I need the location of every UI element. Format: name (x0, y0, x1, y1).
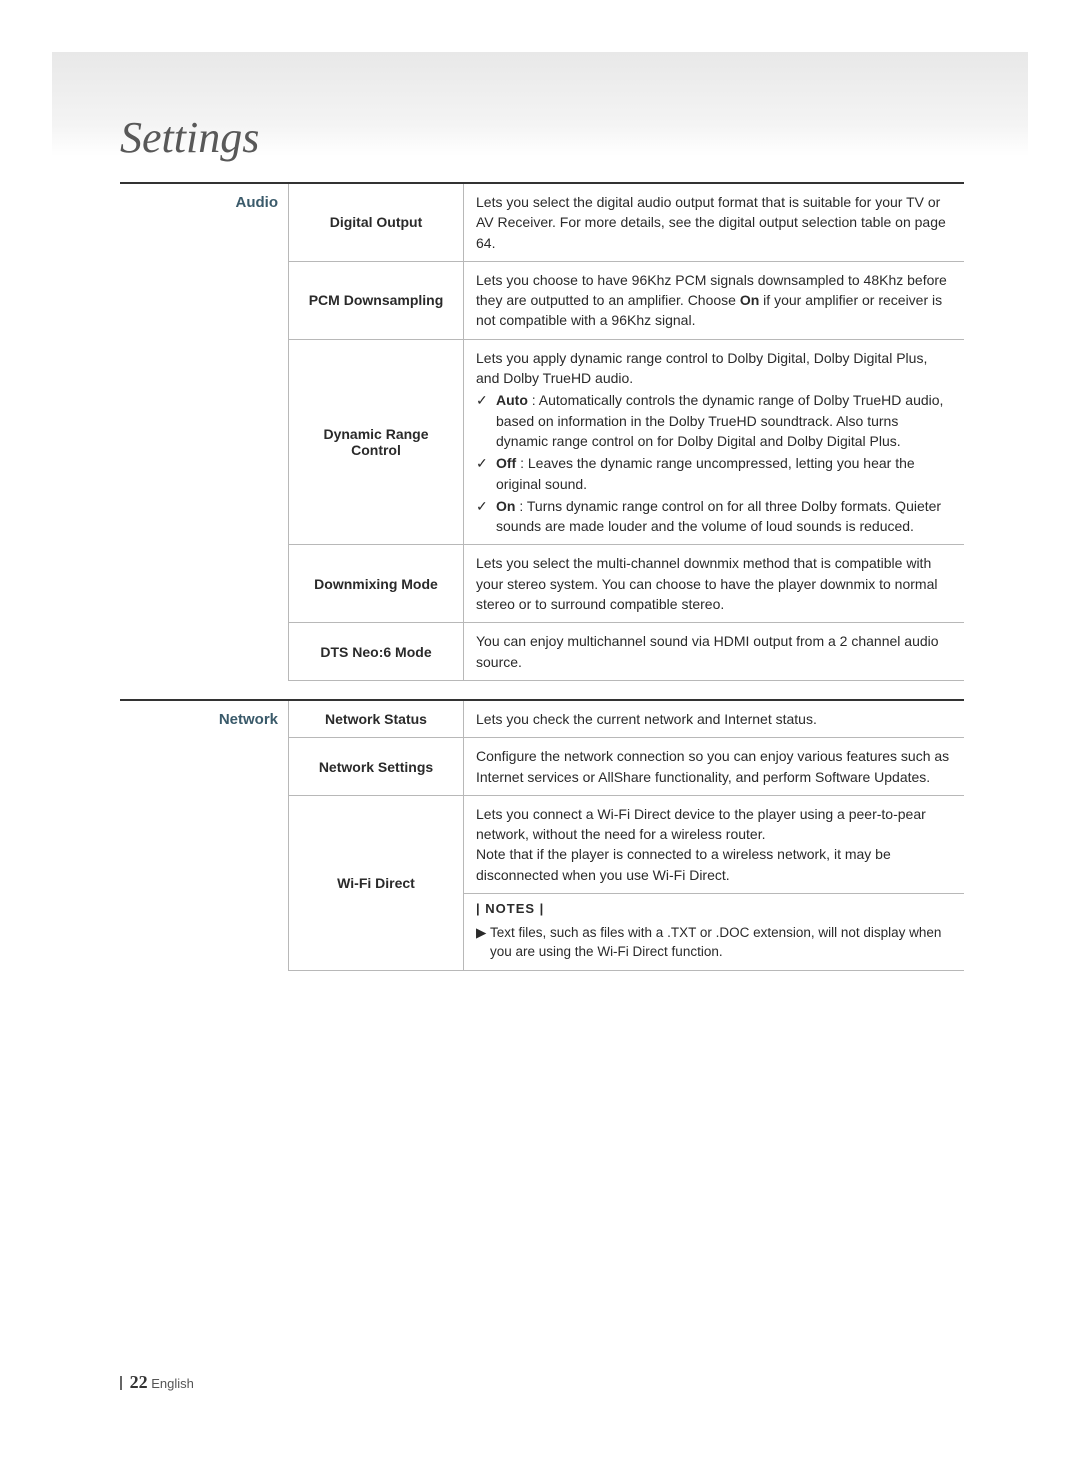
label-network-settings: Network Settings (289, 738, 464, 795)
note-text: Text files, such as files with a .TXT or… (490, 923, 952, 962)
label-downmix: Downmixing Mode (289, 545, 464, 622)
desc-pcm-downsampling: Lets you choose to have 96Khz PCM signal… (464, 262, 964, 339)
desc-dts-neo6: You can enjoy multichannel sound via HDM… (464, 623, 964, 680)
footer-bar-icon (120, 1376, 122, 1390)
footer-lang: English (151, 1376, 194, 1391)
category-network: Network (120, 701, 288, 971)
row-wifi-direct: Wi-Fi Direct Lets you connect a Wi-Fi Di… (289, 796, 964, 971)
drc-off-label: Off (496, 455, 516, 471)
check-icon: ✓ (476, 496, 492, 537)
wifi-direct-text: Lets you connect a Wi-Fi Direct device t… (476, 804, 952, 885)
desc-drc: Lets you apply dynamic range control to … (464, 340, 964, 545)
check-icon: ✓ (476, 453, 492, 494)
desc-network-status: Lets you check the current network and I… (464, 701, 964, 737)
page-number: 22 (130, 1372, 148, 1392)
desc-wifi-direct: Lets you connect a Wi-Fi Direct device t… (464, 796, 964, 970)
label-dts-neo6: DTS Neo:6 Mode (289, 623, 464, 680)
label-drc: Dynamic Range Control (289, 340, 464, 545)
row-network-settings: Network Settings Configure the network c… (289, 738, 964, 796)
drc-off-text: : Leaves the dynamic range uncompressed,… (496, 455, 915, 491)
drc-on-text: : Turns dynamic range control on for all… (496, 498, 941, 534)
desc-pcm-bold: On (740, 292, 759, 308)
label-digital-output: Digital Output (289, 184, 464, 261)
row-dynamic-range-control: Dynamic Range Control Lets you apply dyn… (289, 340, 964, 546)
section-audio: Audio Digital Output Lets you select the… (120, 182, 964, 681)
drc-auto-text: : Automatically controls the dynamic ran… (496, 392, 943, 449)
drc-on-label: On (496, 498, 515, 514)
page-footer: 22 English (120, 1372, 194, 1393)
row-network-status: Network Status Lets you check the curren… (289, 701, 964, 738)
triangle-icon: ▶ (476, 923, 490, 962)
label-network-status: Network Status (289, 701, 464, 737)
label-pcm-downsampling: PCM Downsampling (289, 262, 464, 339)
drc-item-auto: ✓ Auto : Automatically controls the dyna… (476, 390, 952, 451)
drc-intro: Lets you apply dynamic range control to … (476, 348, 952, 389)
page-title: Settings (120, 112, 259, 163)
check-icon: ✓ (476, 390, 492, 451)
label-wifi-direct: Wi-Fi Direct (289, 796, 464, 970)
notes-header: | NOTES | (464, 893, 964, 919)
desc-downmix: Lets you select the multi-channel downmi… (464, 545, 964, 622)
drc-item-off: ✓ Off : Leaves the dynamic range uncompr… (476, 453, 952, 494)
drc-auto-label: Auto (496, 392, 528, 408)
row-dts-neo6: DTS Neo:6 Mode You can enjoy multichanne… (289, 623, 964, 681)
category-audio: Audio (120, 184, 288, 681)
row-pcm-downsampling: PCM Downsampling Lets you choose to have… (289, 262, 964, 340)
note-line: ▶ Text files, such as files with a .TXT … (476, 923, 952, 962)
settings-tables: Audio Digital Output Lets you select the… (120, 182, 964, 971)
row-downmixing-mode: Downmixing Mode Lets you select the mult… (289, 545, 964, 623)
desc-digital-output: Lets you select the digital audio output… (464, 184, 964, 261)
desc-network-settings: Configure the network connection so you … (464, 738, 964, 795)
row-digital-output: Digital Output Lets you select the digit… (289, 184, 964, 262)
drc-item-on: ✓ On : Turns dynamic range control on fo… (476, 496, 952, 537)
section-network: Network Network Status Lets you check th… (120, 699, 964, 971)
